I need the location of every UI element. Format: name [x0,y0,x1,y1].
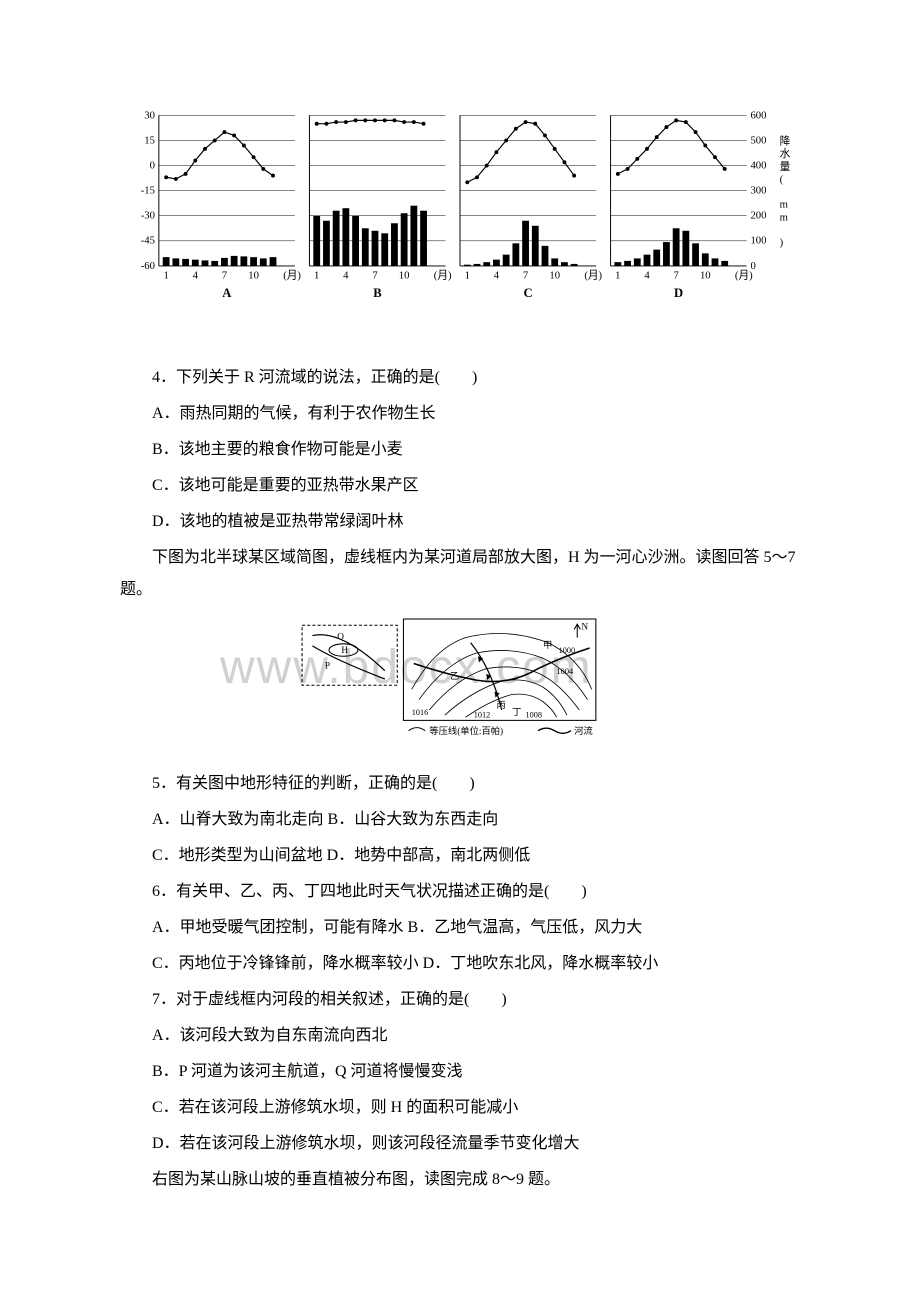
svg-text:7: 7 [523,270,529,282]
svg-text:1: 1 [163,270,168,282]
svg-text:P: P [325,662,330,672]
region-diagram-svg: QH P N 甲乙丙丁 1016 1012 1008 1004 1000 等压线(单位:百帕) 河流 [300,614,600,744]
svg-text:Q: Q [337,633,344,643]
svg-text:7: 7 [372,270,378,282]
intro-5-7: 下图为北半球某区域简图，虚线框内为某河道局部放大图，H 为一河心沙洲。读图回答 … [120,542,800,606]
svg-text:400: 400 [750,159,766,171]
svg-text:4: 4 [644,270,650,282]
q4-option-b: B．该地主要的粮食作物可能是小麦 [120,434,800,466]
svg-text:200: 200 [750,210,766,222]
svg-text:m: m [780,211,789,223]
svg-text:(: ( [780,173,784,185]
svg-text:4: 4 [494,270,500,282]
q5-option-cd: C．地形类型为山间盆地 D．地势中部高，南北两侧低 [120,840,800,872]
svg-text:1016: 1016 [412,708,429,717]
region-diagram-section: QH P N 甲乙丙丁 1016 1012 1008 1004 1000 等压线(单位:百帕) 河流 [120,614,800,756]
document-content: 30150-15-30-45-6014710(月)A14710(月)B14710… [0,0,920,1230]
svg-text:-45: -45 [141,235,155,247]
q5-option-ab: A．山脊大致为南北走向 B．山谷大致为东西走向 [120,804,800,836]
svg-text:10: 10 [399,270,410,282]
svg-text:1: 1 [615,270,620,282]
svg-text:1004: 1004 [557,667,574,676]
svg-text:H: H [341,646,348,656]
svg-text:500: 500 [750,134,766,146]
svg-text:0: 0 [750,260,755,272]
svg-text:10: 10 [700,270,711,282]
q6-stem: 6．有关甲、乙、丙、丁四地此时天气状况描述正确的是( ) [120,876,800,908]
q7-option-b: B．P 河道为该河主航道，Q 河道将慢慢变浅 [120,1056,800,1088]
svg-text:600: 600 [750,109,766,121]
svg-text:300: 300 [750,185,766,197]
svg-text:1000: 1000 [559,646,576,655]
svg-text:7: 7 [222,270,228,282]
svg-text:降: 降 [780,135,791,148]
svg-text:水: 水 [780,148,791,160]
svg-text:(月): (月) [434,270,452,282]
q6-option-ab: A．甲地受暖气团控制，可能有降水 B．乙地气温高，气压低，风力大 [120,912,800,944]
svg-text:-60: -60 [141,260,155,272]
svg-text:丙: 丙 [497,700,506,711]
q4-option-d: D．该地的植被是亚热带常绿阔叶林 [120,506,800,538]
svg-text:-15: -15 [141,185,155,197]
svg-text:10: 10 [549,270,560,282]
q4-option-a: A．雨热同期的气候，有利于农作物生长 [120,398,800,430]
svg-text:4: 4 [193,270,199,282]
svg-text:1: 1 [465,270,470,282]
svg-text:): ) [780,237,784,249]
svg-text:30: 30 [144,109,155,121]
climate-charts-svg: 30150-15-30-45-6014710(月)A14710(月)B14710… [120,100,800,325]
svg-text:C: C [523,286,532,300]
q7-option-a: A．该河段大致为自东南流向西北 [120,1020,800,1052]
q7-stem: 7．对于虚线框内河段的相关叙述，正确的是( ) [120,984,800,1016]
svg-text:15: 15 [144,134,155,146]
svg-text:丁: 丁 [512,708,521,718]
svg-text:m: m [780,199,789,211]
svg-text:-30: -30 [141,210,155,222]
svg-text:(月): (月) [584,270,602,282]
svg-text:100: 100 [750,235,766,247]
svg-text:甲: 甲 [543,640,552,651]
svg-text:0: 0 [150,159,155,171]
svg-text:河流: 河流 [574,725,593,737]
svg-text:1008: 1008 [526,710,543,719]
climate-charts-section: 30150-15-30-45-6014710(月)A14710(月)B14710… [120,100,800,337]
q5-stem: 5．有关图中地形特征的判断，正确的是( ) [120,768,800,800]
q7-option-d: D．若在该河段上游修筑水坝，则该河段径流量季节变化增大 [120,1128,800,1160]
svg-text:等压线(单位:百帕): 等压线(单位:百帕) [429,725,503,737]
q6-option-cd: C．丙地位于冷锋锋前，降水概率较小 D．丁地吹东北风，降水概率较小 [120,948,800,980]
svg-text:B: B [373,286,382,300]
svg-text:7: 7 [673,270,679,282]
svg-text:乙: 乙 [450,671,459,682]
intro-8-9: 右图为某山脉山坡的垂直植被分布图，读图完成 8～9 题。 [120,1164,800,1196]
svg-text:A: A [222,286,232,300]
svg-text:4: 4 [343,270,349,282]
svg-text:量: 量 [780,161,791,173]
svg-text:1012: 1012 [474,710,491,719]
svg-text:(月): (月) [283,270,301,282]
svg-text:1: 1 [314,270,319,282]
svg-text:10: 10 [248,270,259,282]
svg-text:N: N [581,622,588,632]
svg-text:D: D [674,286,683,300]
q4-option-c: C．该地可能是重要的亚热带水果产区 [120,470,800,502]
q4-stem: 4．下列关于 R 河流域的说法，正确的是( ) [120,362,800,394]
q7-option-c: C．若在该河段上游修筑水坝，则 H 的面积可能减小 [120,1092,800,1124]
